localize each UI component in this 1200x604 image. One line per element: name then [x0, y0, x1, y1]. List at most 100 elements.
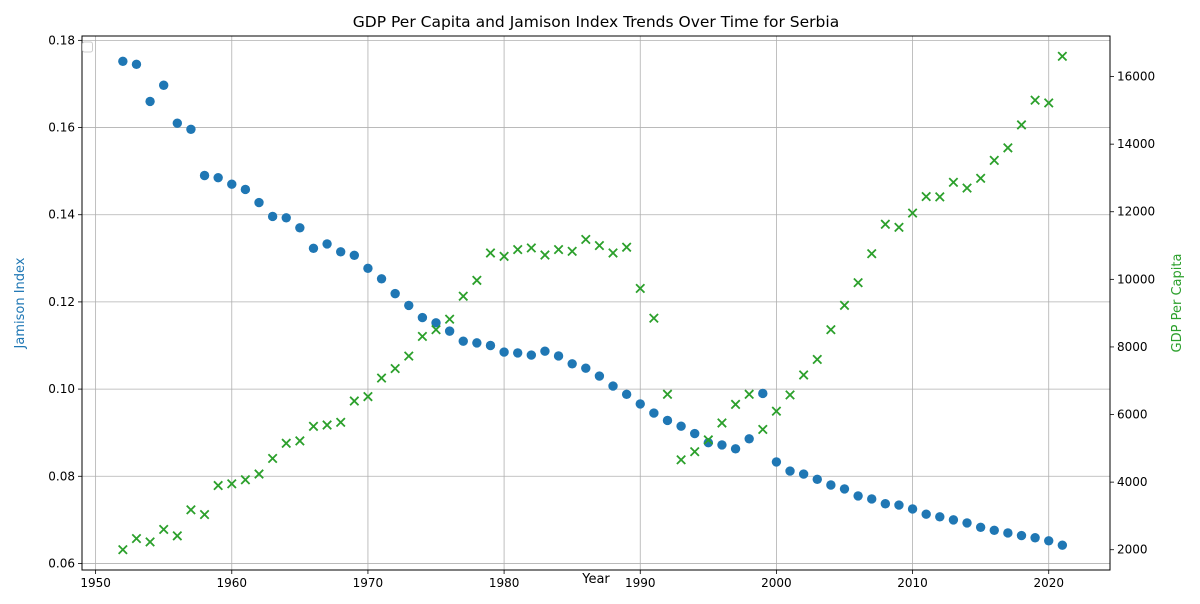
jamison-index-point: [649, 408, 659, 418]
gdp-per-capita-point: [417, 331, 428, 342]
gdp-per-capita-point: [322, 420, 332, 430]
y-right-axis-label: GDP Per Capita: [1170, 254, 1185, 353]
jamison-index-point: [145, 96, 155, 107]
gdp-per-capita-point: [703, 435, 714, 445]
jamison-index-point: [376, 274, 387, 284]
legend-box: [82, 41, 93, 53]
jamison-index-point: [444, 326, 455, 336]
jamison-index-point: [499, 347, 509, 357]
jamison-index-point: [1030, 533, 1040, 543]
gdp-per-capita-point: [226, 478, 237, 489]
gdp-per-capita-point: [472, 275, 482, 286]
gdp-per-capita-point: [458, 291, 469, 302]
gdp-per-capita-point: [744, 389, 755, 400]
gdp-per-capita-point: [254, 469, 264, 479]
gdp-per-capita-point: [866, 248, 877, 259]
y-left-tick-label: 0.18: [48, 33, 75, 47]
gdp-per-capita-point: [376, 373, 387, 383]
gdp-per-capita-point: [594, 240, 605, 251]
x-tick-label: 2000: [761, 576, 792, 590]
jamison-index-point: [676, 421, 686, 431]
jamison-index-point: [621, 389, 632, 400]
jamison-index-point: [839, 484, 850, 494]
jamison-index-point: [186, 124, 196, 134]
y-right-tick-label: 2000: [1117, 543, 1148, 557]
jamison-index-point: [240, 184, 251, 195]
gdp-per-capita-point: [485, 248, 496, 258]
jamison-index-point: [281, 213, 291, 223]
gdp-per-capita-point: [921, 191, 932, 202]
jamison-index-point: [213, 172, 223, 183]
gdp-per-capita-point: [295, 436, 305, 446]
gdp-per-capita-point: [1016, 120, 1027, 130]
jamison-index-point: [199, 170, 210, 181]
jamison-index-point: [308, 243, 319, 253]
gdp-per-capita-point: [145, 537, 155, 547]
gdp-per-capita-point: [676, 454, 686, 465]
jamison-index-point: [485, 340, 496, 351]
gdp-per-capita-point: [934, 192, 945, 202]
gdp-per-capita-point: [1003, 143, 1013, 153]
gdp-per-capita-point: [635, 283, 646, 294]
gdp-per-capita-point: [839, 300, 850, 311]
y-right-tick-label: 8000: [1117, 340, 1148, 354]
jamison-index-point: [907, 504, 918, 514]
gdp-per-capita-point: [553, 244, 564, 255]
data-layer: [118, 51, 1068, 555]
y-left-tick-label: 0.08: [48, 469, 75, 483]
y-left-tick-label: 0.16: [48, 121, 75, 135]
jamison-index-point: [227, 179, 237, 189]
jamison-index-point: [540, 346, 550, 356]
gdp-per-capita-point: [771, 406, 782, 416]
plot-frame: [81, 35, 1111, 571]
y-left-axis-label: Jamison Index: [13, 257, 28, 349]
jamison-index-point: [921, 509, 931, 519]
jamison-index-point: [1003, 528, 1013, 538]
gdp-per-capita-point: [608, 248, 618, 258]
gdp-per-capita-point: [199, 509, 210, 520]
gdp-per-capita-point: [499, 251, 509, 262]
y-left-tick-label: 0.14: [48, 208, 75, 222]
gdp-per-capita-point: [281, 438, 292, 449]
y-right-tick-label: 12000: [1117, 205, 1155, 219]
jamison-index-point: [730, 444, 741, 454]
gdp-per-capita-point: [267, 453, 278, 464]
y-left-tick-label: 0.06: [48, 556, 75, 570]
gdp-per-capita-point: [158, 524, 169, 535]
jamison-index-point: [962, 518, 972, 528]
grid-layer: [82, 36, 1110, 570]
jamison-index-point: [703, 438, 714, 448]
jamison-index-point: [690, 428, 700, 439]
jamison-index-point: [935, 512, 945, 522]
y-left-tick-label: 0.10: [48, 382, 75, 396]
gdp-per-capita-point: [308, 421, 319, 432]
jamison-index-point: [526, 350, 537, 360]
jamison-index-point: [771, 457, 782, 467]
x-tick-label: 2020: [1033, 576, 1064, 590]
gdp-per-capita-point: [662, 389, 673, 400]
jamison-index-point: [975, 522, 986, 532]
jamison-index-point: [662, 415, 673, 426]
jamison-index-point: [989, 525, 999, 536]
gdp-per-capita-point: [444, 314, 455, 325]
jamison-index-point: [322, 239, 332, 249]
jamison-index-point: [472, 338, 482, 348]
gdp-per-capita-point: [1057, 51, 1068, 62]
jamison-index-point: [798, 469, 809, 479]
jamison-index-point: [894, 500, 904, 510]
jamison-index-point: [635, 399, 645, 409]
jamison-index-point: [812, 474, 822, 485]
jamison-index-point: [948, 515, 959, 525]
jamison-index-point: [158, 80, 169, 90]
gdp-per-capita-point: [512, 244, 523, 255]
axis-layer: 1950 1960 1970 1980 1990 2000 2010 2020 0.06 0.08…: [48, 33, 1155, 590]
gdp-per-capita-point: [689, 446, 700, 457]
gdp-per-capita-point: [621, 242, 632, 253]
gdp-per-capita-point: [975, 173, 986, 184]
jamison-index-point: [390, 288, 400, 299]
y-right-tick-label: 6000: [1117, 408, 1148, 422]
jamison-index-point: [1057, 540, 1068, 550]
jamison-index-point: [608, 381, 618, 391]
y-right-tick-label: 16000: [1117, 70, 1155, 84]
